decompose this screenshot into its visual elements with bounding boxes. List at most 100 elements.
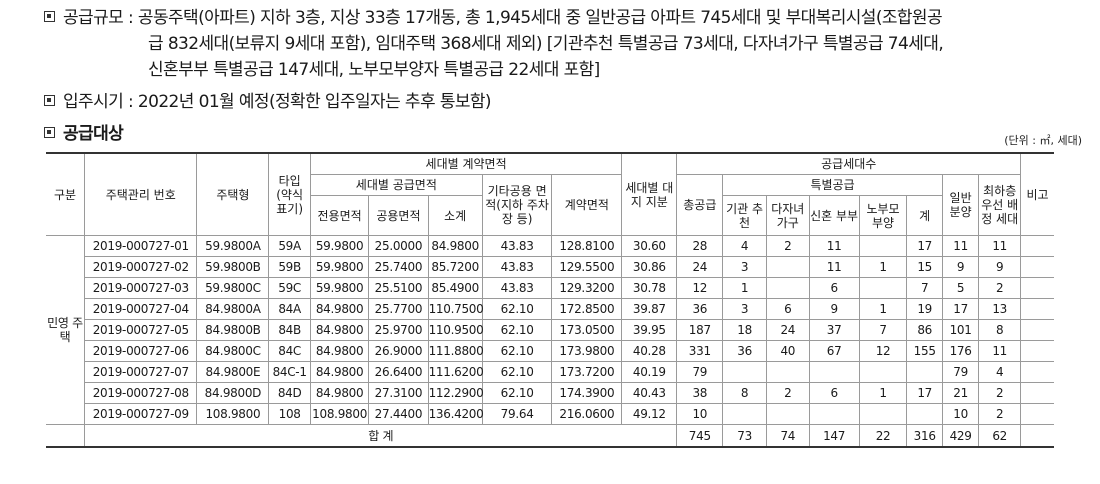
table-row: 2019-000727-03 59.9800C 59C 59.9800 25.5100 8… (46, 277, 1054, 299)
table-row: 2019-000727-07 84.9800E 84C-1 84.9800 26.640… (46, 361, 1054, 383)
cell-gen: 79 (941, 361, 980, 383)
cell-newly: 9 (808, 298, 860, 320)
movein-text: 2022년 01월 예정(정확한 입주일자는 추후 통보함) (137, 92, 492, 112)
cell-remarks (1020, 277, 1054, 299)
scale-line-3: 신혼부부 특별공급 147세대, 노부모부양자 특별공급 22세대 포함] (148, 60, 600, 80)
square-bullet-icon (44, 11, 55, 22)
cell-multi: 6 (765, 298, 810, 320)
table-row: 민영 주택 2019-000727-01 59.9800A 59A 59.9800 25.… (46, 235, 1054, 425)
cell-gen: 9 (941, 256, 980, 278)
cell-sub: 110.9500 (427, 319, 484, 341)
cell-sp: 19 (906, 298, 943, 320)
cell-other: 62.10 (481, 340, 553, 362)
cell-land: 39.87 (621, 298, 678, 320)
cell-land: 49.12 (621, 403, 678, 425)
cell-newly (808, 403, 860, 425)
cell-sp: 17 (906, 235, 943, 257)
header-exclusive: 전용면적 (309, 195, 370, 236)
cell-short: 108 (268, 403, 311, 425)
cell-land: 30.78 (621, 277, 678, 299)
movein-bullet: 입주시기 : 2022년 01월 예정(정확한 입주일자는 추후 통보함) (44, 90, 492, 114)
cell-other: 62.10 (481, 319, 553, 341)
header-total-supply: 총공급 (676, 174, 724, 236)
header-land-share: 세대별 대지 지분 (621, 152, 678, 236)
cell-inst: 1 (722, 277, 767, 299)
cell-multi: 2 (765, 382, 810, 404)
total-gen: 429 (941, 424, 980, 448)
cell-gen: 21 (941, 382, 980, 404)
cell-no: 2019-000727-08 (84, 382, 198, 404)
table-row: 2019-000727-08 84.9800D 84D 84.9800 27.3100 1… (46, 382, 1054, 404)
cell-excl: 59.9800 (309, 235, 370, 257)
cell-sp: 86 (906, 319, 943, 341)
cell-low: 11 (978, 340, 1022, 362)
cell-remarks (1020, 382, 1054, 404)
cell-newly: 6 (808, 277, 860, 299)
cell-newly: 67 (808, 340, 860, 362)
cell-no: 2019-000727-09 (84, 403, 198, 425)
cell-total: 28 (676, 235, 724, 257)
header-supply-units-group: 공급세대수 (676, 152, 1022, 175)
total-elder: 22 (858, 424, 908, 448)
cell-sub: 136.4200 (427, 403, 484, 425)
cell-sp: 7 (906, 277, 943, 299)
cell-sub: 85.4900 (427, 277, 483, 299)
cell-total: 331 (676, 340, 724, 362)
cell-contract: 172.8500 (551, 298, 623, 320)
header-type-short: 타입 (약식 표기) (268, 152, 311, 236)
cell-low: 2 (978, 403, 1022, 425)
cell-inst: 3 (722, 256, 767, 278)
cell-land: 40.19 (621, 361, 678, 383)
cell-excl: 59.9800 (309, 277, 370, 299)
header-mgmt-no: 주택관리 번호 (84, 152, 198, 236)
cell-newly: 11 (808, 256, 860, 278)
cell-total: 187 (676, 319, 724, 341)
total-row: 합 계 745 73 74 147 22 316 429 62 (46, 424, 1054, 448)
cell-gen: 101 (941, 319, 980, 341)
cell-short: 59A (268, 235, 311, 257)
cell-excl: 84.9800 (309, 382, 370, 404)
square-bullet-icon (44, 95, 55, 106)
header-remarks: 비고 (1020, 152, 1054, 236)
cell-multi (765, 256, 810, 278)
cell-other: 43.83 (481, 277, 553, 299)
cell-comm: 25.7400 (368, 256, 429, 278)
cell-low: 11 (978, 235, 1022, 257)
cell-remarks (1020, 361, 1054, 383)
cell-contract: 128.8100 (551, 235, 623, 257)
cell-gen: 10 (941, 403, 980, 425)
cell-no: 2019-000727-04 (84, 298, 198, 320)
cell-newly: 6 (808, 382, 860, 404)
total-remarks (1020, 424, 1054, 448)
cell-remarks (1020, 235, 1054, 257)
cell-newly (808, 361, 860, 383)
cell-comm: 25.0000 (368, 235, 429, 257)
cell-sp: 155 (906, 340, 943, 362)
header-subtotal: 소계 (427, 195, 483, 236)
cell-other: 62.10 (481, 361, 553, 383)
cell-gen: 11 (941, 235, 980, 257)
cell-elder: 7 (858, 319, 908, 341)
cell-other: 62.10 (481, 382, 553, 404)
cell-type: 84.9800B (196, 319, 270, 341)
table-row: 2019-000727-02 59.9800B 59B 59.9800 25.7400 8… (46, 256, 1054, 278)
scale-line-1: 공동주택(아파트) 지하 3층, 지상 33층 17개동, 총 1,945세대 … (137, 8, 943, 28)
cell-land: 30.60 (621, 235, 678, 257)
cell-inst (722, 403, 767, 425)
cell-excl: 84.9800 (309, 298, 370, 320)
cell-type: 59.9800C (196, 277, 270, 299)
cell-comm: 27.4400 (368, 403, 429, 425)
cell-comm: 25.5100 (368, 277, 429, 299)
cell-comm: 25.7700 (368, 298, 429, 320)
cell-contract: 173.0500 (551, 319, 623, 341)
header-inst: 기관 추천 (722, 195, 767, 236)
cell-contract: 174.3900 (551, 382, 623, 404)
cell-sub: 85.7200 (427, 256, 483, 278)
total-total: 745 (676, 424, 724, 448)
cell-elder (858, 361, 908, 383)
scale-label: 공급규모 : (63, 8, 134, 28)
cell-short: 84B (268, 319, 311, 341)
cell-remarks (1020, 319, 1054, 341)
cell-total: 24 (676, 256, 724, 278)
cell-contract: 129.5500 (551, 256, 623, 278)
